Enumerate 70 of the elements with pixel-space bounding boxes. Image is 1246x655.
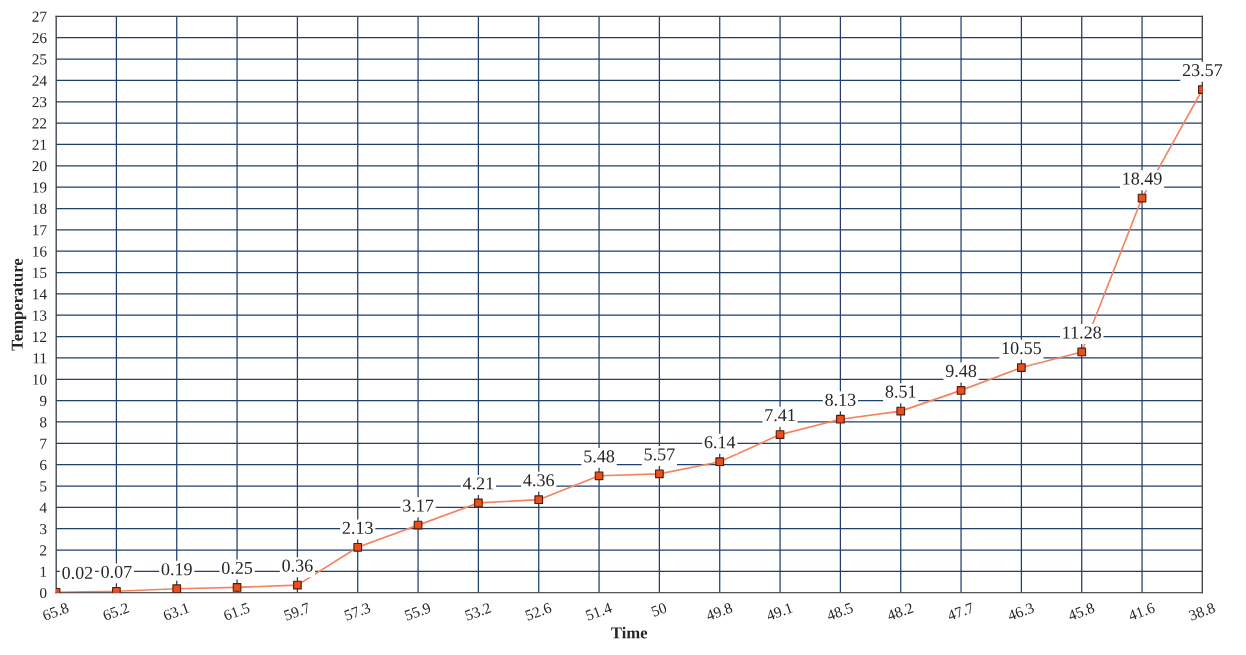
x-tick-label: 52.6 [524,602,553,621]
x-tick-label: 65.2 [102,602,130,621]
data-label: 5.48 [584,450,615,463]
y-tick-label: 5 [40,481,47,492]
data-label: 4.21 [462,477,494,490]
y-tick-label: 8 [39,417,47,428]
y-tick-label: 9 [39,395,47,407]
data-label: 0.07 [101,565,132,578]
x-tick-label: 51.4 [585,602,613,621]
y-tick-label: 18 [33,203,47,214]
x-tick-label: 49.1 [765,602,794,622]
data-label: 5.57 [644,448,675,461]
y-tick-label: 6 [40,459,47,471]
x-tick-label: 41.6 [1127,602,1156,622]
y-tick-label: 27 [32,11,47,22]
y-tick-label: 19 [33,182,47,193]
x-tick-label: 63.1 [162,602,190,621]
data-label: 9.48 [945,364,977,378]
data-label: 7.41 [765,409,795,422]
y-tick-label: 11 [33,353,47,364]
y-axis-title: Temperature [11,258,27,351]
y-tick-label: 3 [40,523,47,535]
data-label: 8.51 [885,385,916,398]
y-tick-label: 21 [32,139,47,150]
x-tick-label: 61.5 [222,602,251,621]
x-tick-label: 53.2 [464,602,492,621]
y-tick-label: 22 [32,118,47,129]
x-tick-label: 49.8 [705,602,734,622]
y-tick-label: 4 [39,502,47,513]
x-tick-label: 59.7 [283,602,311,621]
x-tick-label: 48.5 [825,602,854,622]
x-tick-label: 47.7 [946,602,975,622]
y-tick-label: 16 [33,246,47,257]
x-tick-label: 65.8 [41,602,70,621]
x-tick-label: 45.8 [1067,602,1096,622]
x-tick-label: 57.3 [343,602,372,621]
y-tick-label: 12 [33,331,47,342]
data-label: 11.28 [1063,326,1102,339]
data-label: 0.36 [282,559,313,572]
data-label: 0.19 [161,563,192,576]
y-tick-label: 2 [40,545,47,556]
x-tick-label: 38.8 [1188,602,1216,621]
x-axis-title: Time [611,626,648,639]
y-tick-label: 26 [32,32,47,44]
y-tick-label: 24 [32,75,47,86]
y-tick-label: 7 [40,438,47,449]
y-tick-label: 25 [32,54,47,65]
data-label: 10.55 [1002,341,1041,355]
data-label: 2.13 [342,521,373,534]
data-label: 0.02 [62,566,93,580]
y-tick-label: 20 [32,160,47,172]
data-label: 8.13 [825,393,856,406]
y-tick-label: 14 [33,289,47,300]
y-tick-label: 15 [33,267,47,278]
data-label: 6.14 [704,436,736,449]
x-tick-label: 50 [650,602,668,617]
x-tick-label: 55.9 [404,602,432,621]
x-tick-label: 48.2 [886,602,914,622]
data-label: 0.25 [221,561,253,575]
y-tick-label: 23 [32,96,47,108]
y-tick-label: 0 [39,587,47,599]
y-tick-label: 1 [40,566,47,577]
x-tick-label: 46.3 [1006,602,1035,622]
y-tick-label: 17 [33,225,47,236]
data-label: 18.49 [1123,172,1162,185]
y-tick-label: 10 [33,374,47,385]
data-label: 23.57 [1182,64,1223,77]
data-label: 3.17 [403,499,434,512]
y-tick-label: 13 [33,310,47,321]
data-label: 4.36 [523,474,554,487]
